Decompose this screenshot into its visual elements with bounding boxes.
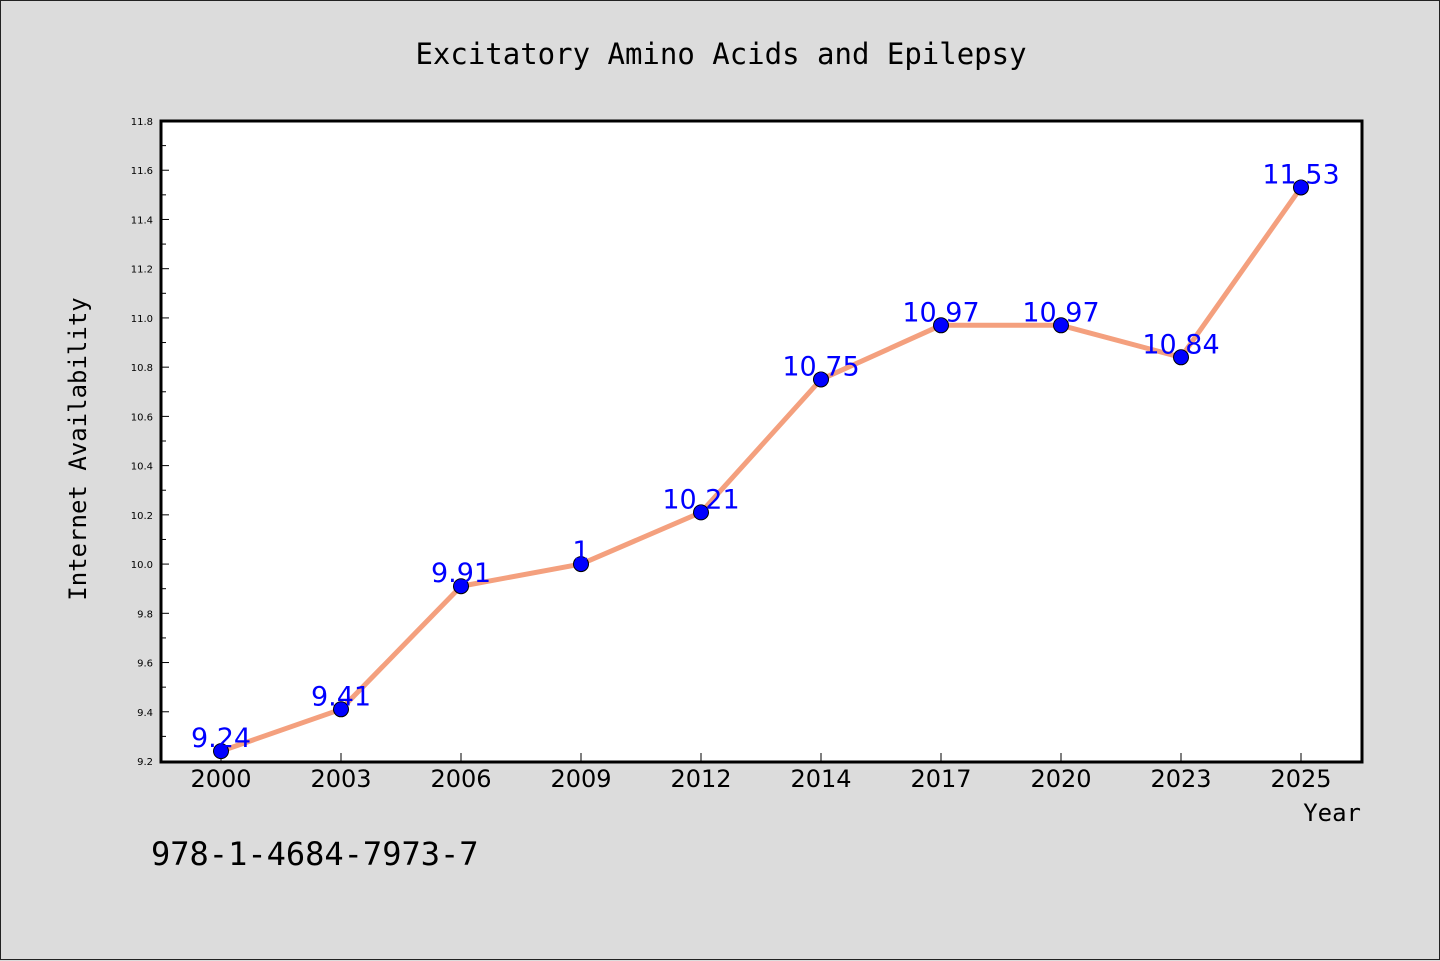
y-tick-label: 10.2 — [131, 511, 153, 522]
x-tick-label: 2017 — [910, 765, 971, 793]
chart-title: Excitatory Amino Acids and Epilepsy — [415, 37, 1026, 71]
data-label: 10.21 — [662, 484, 739, 515]
x-axis-label: Year — [1303, 799, 1361, 827]
data-point — [573, 556, 589, 573]
data-point — [1053, 317, 1069, 334]
data-point — [333, 701, 349, 718]
series-line-group — [220, 186, 1304, 754]
x-tick-label: 2023 — [1150, 765, 1211, 793]
isbn-annotation: 978-1-4684-7973-7 — [151, 835, 479, 873]
data-label: 9.24 — [191, 723, 251, 754]
x-tick-label: 2014 — [790, 765, 851, 793]
y-tick-label: 10.0 — [131, 560, 153, 571]
y-tick-label: 9.2 — [137, 757, 153, 768]
x-tick-label: 2025 — [1270, 765, 1331, 793]
y-tick-label: 11.0 — [131, 314, 153, 325]
y-tick-label: 9.4 — [137, 708, 153, 719]
data-points — [213, 179, 1309, 760]
y-tick-label: 11.4 — [131, 215, 153, 226]
data-point — [1173, 349, 1189, 366]
data-point — [213, 743, 229, 760]
data-point — [933, 317, 949, 334]
y-axis-label: Internet Availability — [64, 297, 92, 600]
data-labels: 9.24 9.41 9.91 1 10.21 10.75 10.97 10.97 10.84 11… — [191, 159, 1340, 754]
data-label: 10.75 — [782, 351, 859, 382]
data-point — [813, 371, 829, 388]
x-tick-label: 2000 — [190, 765, 251, 793]
data-label: 10.97 — [1022, 297, 1099, 328]
x-tick-label: 2020 — [1030, 765, 1091, 793]
x-tick-label: 2009 — [550, 765, 611, 793]
data-label: 10.84 — [1142, 329, 1219, 360]
y-tick-label: 11.8 — [131, 117, 153, 128]
x-tick-label: 2006 — [430, 765, 491, 793]
data-point — [453, 578, 469, 595]
y-tick-label: 10.6 — [131, 412, 153, 423]
y-axis-ticks: 9.2 9.4 9.6 9.8 10.0 10.2 10.4 10.6 10.8 11.0 11.2… — [131, 117, 169, 768]
y-tick-label: 9.6 — [137, 659, 153, 670]
data-label: 11.53 — [1262, 159, 1339, 190]
y-tick-label: 10.4 — [131, 462, 153, 473]
series-line — [220, 186, 1304, 754]
x-axis-ticks: 2000 2003 2006 2009 2012 2014 2017 2020 2023 2025 — [190, 753, 1332, 793]
data-point — [1293, 179, 1309, 196]
data-point — [693, 504, 709, 521]
data-label: 1 — [572, 536, 589, 567]
x-tick-label: 2003 — [310, 765, 371, 793]
y-tick-label: 11.2 — [131, 265, 153, 276]
data-label: 9.91 — [431, 558, 491, 589]
plot-area — [159, 119, 1364, 764]
data-label: 10.97 — [902, 297, 979, 328]
y-tick-label: 10.8 — [131, 363, 153, 374]
y-tick-label: 9.8 — [137, 609, 153, 620]
data-label: 9.41 — [311, 681, 371, 712]
x-tick-label: 2012 — [670, 765, 731, 793]
y-tick-label: 11.6 — [131, 166, 153, 177]
